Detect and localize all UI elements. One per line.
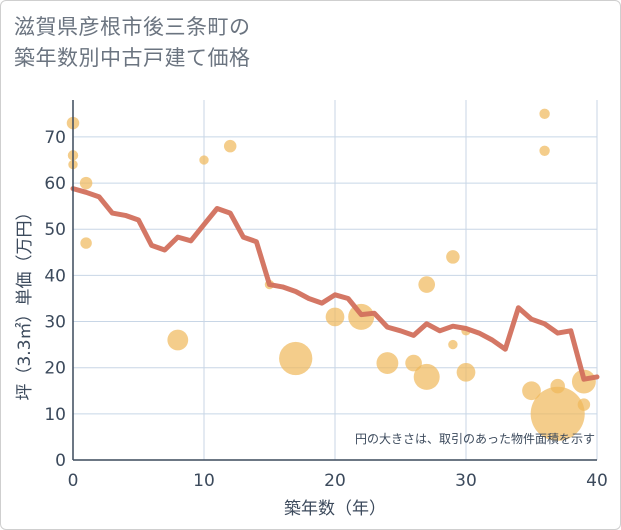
bubble-point <box>577 398 591 411</box>
y-tick-label: 30 <box>44 313 66 333</box>
bubble-point <box>456 362 476 382</box>
x-tick-label: 10 <box>193 471 215 491</box>
bubble-size-note: 円の大きさは、取引のあった物件面積を示す <box>355 431 595 446</box>
x-tick-label: 20 <box>324 471 346 491</box>
bubble-point <box>413 363 440 390</box>
y-tick-label: 10 <box>44 405 66 425</box>
chart-title-line1: 滋賀県彦根市後三条町の <box>14 15 251 39</box>
line-layer <box>70 186 600 382</box>
bubble-point <box>522 381 541 401</box>
tick-labels: 0 10 20 30 40 0 10 20 30 40 50 60 70 <box>44 128 607 491</box>
chart-title: 滋賀県彦根市後三条町の 築年数別中古戸建て価格 <box>14 12 251 74</box>
bubble-point <box>80 237 92 249</box>
bubble-point <box>167 329 189 351</box>
axes <box>72 100 597 461</box>
y-tick-label: 40 <box>44 266 66 286</box>
y-tick-label: 0 <box>55 451 66 471</box>
bubble-point <box>550 378 565 394</box>
bubble-point <box>530 386 585 441</box>
bubble-point <box>539 108 550 120</box>
bubble-point <box>325 307 345 327</box>
x-tick-label: 30 <box>455 471 477 491</box>
chart-title-line2: 築年数別中古戸建て価格 <box>14 46 251 70</box>
bubble-point <box>418 276 436 293</box>
bubble-point <box>446 250 460 264</box>
x-tick-label: 0 <box>68 471 79 491</box>
y-tick-label: 70 <box>44 128 66 148</box>
bubble-point <box>79 176 93 190</box>
x-axis-label: 築年数（年） <box>284 499 386 519</box>
grid-lines <box>73 100 598 460</box>
bubble-point <box>223 139 237 153</box>
y-tick-label: 20 <box>44 359 66 379</box>
bubble-point <box>199 155 209 165</box>
x-tick-label: 40 <box>586 471 608 491</box>
y-axis-label: 坪（3.3㎡）単価（万円） <box>15 203 35 400</box>
bubble-point <box>279 341 313 376</box>
bubble-point <box>539 145 550 156</box>
y-tick-label: 60 <box>44 174 66 194</box>
bubble-point <box>405 354 422 372</box>
y-tick-label: 50 <box>44 220 66 240</box>
bubble-point <box>448 339 458 350</box>
bubble-point <box>376 352 399 374</box>
average-price-line <box>70 186 600 382</box>
bubbles-layer <box>66 108 596 441</box>
